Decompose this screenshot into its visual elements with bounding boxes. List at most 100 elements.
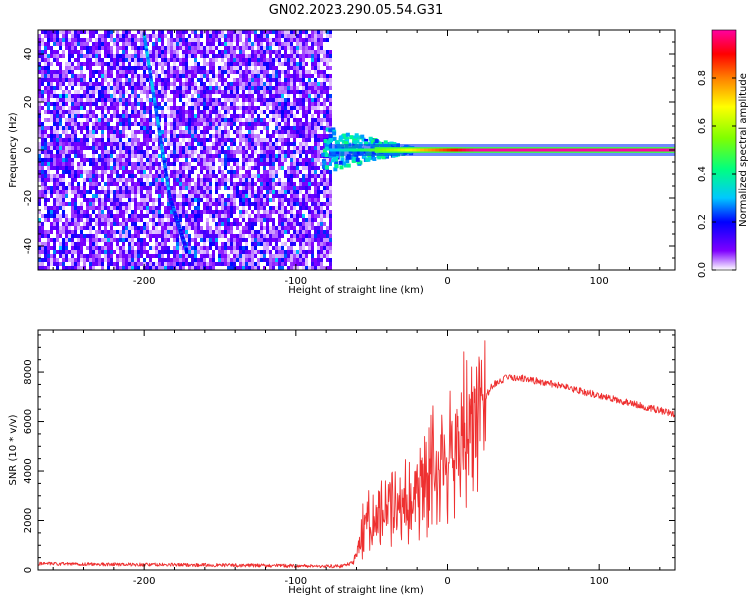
noise-cell [272, 90, 275, 94]
noise-cell [50, 54, 53, 58]
noise-cell [101, 62, 104, 66]
noise-cell [119, 62, 122, 66]
noise-cell [230, 62, 233, 66]
noise-cell [122, 258, 125, 262]
noise-cell [200, 110, 203, 114]
noise-cell [80, 138, 83, 142]
noise-cell [44, 46, 47, 50]
noise-cell [188, 146, 191, 150]
noise-cell [134, 262, 137, 266]
noise-cell [101, 34, 104, 38]
noise-cell [155, 238, 158, 242]
noise-cell [302, 222, 305, 226]
noise-cell [80, 210, 83, 214]
noise-cell [137, 54, 140, 58]
noise-cell [269, 178, 272, 182]
noise-cell [125, 74, 128, 78]
noise-cell [329, 110, 332, 114]
noise-cell [113, 170, 116, 174]
noise-cell [221, 210, 224, 214]
noise-cell [80, 214, 83, 218]
noise-cell [65, 254, 68, 258]
noise-cell [80, 122, 83, 126]
noise-cell [155, 210, 158, 214]
noise-cell [227, 90, 230, 94]
noise-cell [155, 138, 158, 142]
noise-cell [173, 158, 176, 162]
noise-cell [263, 266, 266, 270]
noise-cell [281, 198, 284, 202]
noise-cell [50, 254, 53, 258]
noise-cell [173, 62, 176, 66]
noise-cell [56, 150, 59, 154]
noise-cell [188, 122, 191, 126]
noise-cell [290, 134, 293, 138]
noise-cell [41, 74, 44, 78]
noise-cell [167, 50, 170, 54]
noise-cell [158, 94, 161, 98]
noise-cell [275, 90, 278, 94]
noise-cell [131, 154, 134, 158]
noise-cell [182, 34, 185, 38]
noise-cell [152, 178, 155, 182]
noise-cell [287, 198, 290, 202]
noise-cell [122, 234, 125, 238]
noise-cell [59, 94, 62, 98]
noise-cell [41, 262, 44, 266]
noise-cell [182, 198, 185, 202]
noise-cell [173, 54, 176, 58]
noise-cell [83, 126, 86, 130]
noise-cell [281, 102, 284, 106]
noise-cell [122, 230, 125, 234]
noise-cell [86, 102, 89, 106]
noise-cell [131, 150, 134, 154]
noise-cell [278, 214, 281, 218]
noise-cell [41, 142, 44, 146]
noise-cell [89, 82, 92, 86]
noise-cell [107, 214, 110, 218]
noise-cell [53, 190, 56, 194]
noise-cell [299, 146, 302, 150]
noise-cell [143, 90, 146, 94]
noise-cell [227, 150, 230, 154]
noise-cell [137, 50, 140, 54]
noise-cell [164, 238, 167, 242]
noise-cell [206, 262, 209, 266]
noise-cell [287, 238, 290, 242]
noise-cell [278, 254, 281, 258]
noise-cell [293, 194, 296, 198]
noise-cell [41, 54, 44, 58]
noise-cell [212, 134, 215, 138]
noise-cell [38, 238, 41, 242]
noise-cell [299, 90, 302, 94]
noise-cell [158, 246, 161, 250]
noise-cell [248, 142, 251, 146]
noise-cell [314, 82, 317, 86]
noise-cell [260, 38, 263, 42]
noise-cell [206, 154, 209, 158]
noise-cell [209, 134, 212, 138]
noise-cell [329, 258, 332, 262]
noise-cell [113, 198, 116, 202]
noise-cell [128, 254, 131, 258]
noise-cell [41, 266, 44, 270]
noise-cell [44, 242, 47, 246]
noise-cell [218, 126, 221, 130]
noise-cell [218, 258, 221, 262]
noise-cell [212, 30, 215, 34]
noise-cell [317, 134, 320, 138]
noise-cell [179, 94, 182, 98]
noise-cell [254, 38, 257, 42]
noise-cell [317, 110, 320, 114]
noise-cell [65, 234, 68, 238]
noise-cell [71, 130, 74, 134]
noise-cell [209, 186, 212, 190]
noise-cell [197, 102, 200, 106]
noise-cell [65, 166, 68, 170]
noise-cell [272, 258, 275, 262]
noise-cell [188, 174, 191, 178]
noise-cell [122, 238, 125, 242]
noise-cell [308, 138, 311, 142]
noise-cell [260, 142, 263, 146]
noise-cell [203, 230, 206, 234]
